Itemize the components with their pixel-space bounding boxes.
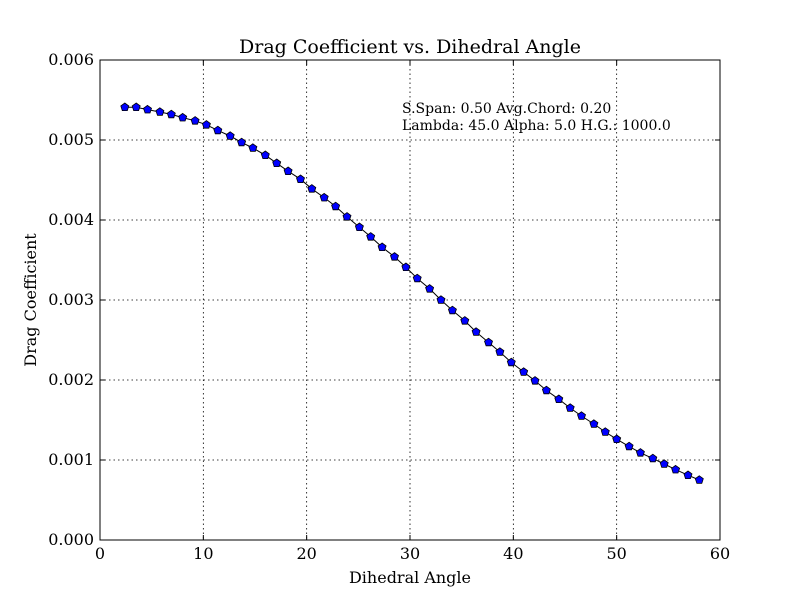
y-tick-label: 0.004: [48, 210, 94, 229]
data-point: [377, 242, 387, 252]
data-point: [342, 212, 352, 221]
y-tick-label: 0.003: [48, 290, 94, 309]
data-point: [178, 112, 188, 122]
data-point: [683, 470, 693, 480]
x-tick-label: 50: [606, 544, 626, 563]
data-point: [648, 453, 658, 463]
data-point: [471, 327, 481, 336]
data-point: [260, 150, 270, 160]
data-point: [412, 273, 422, 283]
data-point: [600, 427, 610, 436]
x-axis-label: Dihedral Angle: [349, 568, 471, 587]
data-point: [530, 376, 540, 385]
data-point: [519, 367, 529, 376]
data-point: [307, 184, 317, 193]
series-layer: [120, 102, 704, 484]
series-line: [124, 106, 700, 481]
data-point: [120, 102, 130, 111]
grid: [100, 60, 720, 540]
annotation-block: S.Span: 0.50 Avg.Chord: 0.20 Lambda: 45.…: [402, 101, 671, 134]
data-point: [541, 385, 551, 395]
y-tick-label: 0.006: [48, 50, 94, 69]
data-point: [694, 475, 704, 484]
x-tick-label: 10: [193, 544, 213, 563]
data-point: [331, 201, 341, 211]
data-point: [425, 284, 435, 293]
data-point: [495, 347, 505, 356]
data-point: [401, 262, 411, 272]
data-point: [460, 316, 470, 325]
x-tick-label: 0: [95, 544, 105, 563]
data-point: [201, 120, 211, 129]
data-point: [624, 441, 634, 451]
data-point: [577, 411, 586, 420]
data-point: [436, 295, 446, 304]
data-point: [166, 109, 176, 119]
y-tick-label: 0.005: [48, 130, 94, 149]
data-point: [319, 192, 329, 202]
annotation-line-2: Lambda: 45.0 Alpha: 5.0 H.G.: 1000.0: [402, 118, 671, 134]
data-point: [484, 337, 493, 347]
y-axis-label: Drag Coefficient: [21, 233, 40, 367]
data-point: [565, 403, 575, 412]
data-point: [635, 448, 645, 457]
data-point: [272, 158, 282, 168]
data-point: [390, 252, 399, 261]
x-tick-label: 30: [400, 544, 420, 563]
data-point: [612, 434, 622, 444]
data-point: [447, 305, 457, 315]
data-point: [554, 394, 564, 404]
y-tick-label: 0.001: [48, 450, 94, 469]
data-point: [237, 137, 247, 147]
data-point: [213, 125, 223, 135]
data-point: [589, 419, 599, 428]
data-point: [248, 143, 258, 152]
data-point: [225, 131, 235, 140]
chart-title: Drag Coefficient vs. Dihedral Angle: [239, 36, 581, 58]
y-tick-label: 0.002: [48, 370, 94, 389]
data-point: [296, 174, 305, 184]
x-tick-label: 20: [296, 544, 316, 563]
axis-ticks: 0 10 20 30 40 50 60 0.000 0.001 0.002 0.003 0.004 0.…: [48, 50, 730, 563]
y-tick-label: 0.000: [48, 530, 94, 549]
data-point: [366, 232, 376, 241]
annotation-line-1: S.Span: 0.50 Avg.Chord: 0.20: [402, 101, 611, 117]
x-tick-label: 40: [503, 544, 523, 563]
data-point: [283, 166, 293, 176]
data-point: [671, 464, 681, 474]
data-point: [190, 116, 200, 125]
data-point: [155, 107, 165, 116]
data-point: [143, 104, 152, 114]
data-point: [131, 102, 141, 111]
x-tick-label: 60: [710, 544, 730, 563]
data-point: [659, 459, 669, 468]
data-point: [506, 357, 516, 367]
data-point: [354, 222, 364, 232]
